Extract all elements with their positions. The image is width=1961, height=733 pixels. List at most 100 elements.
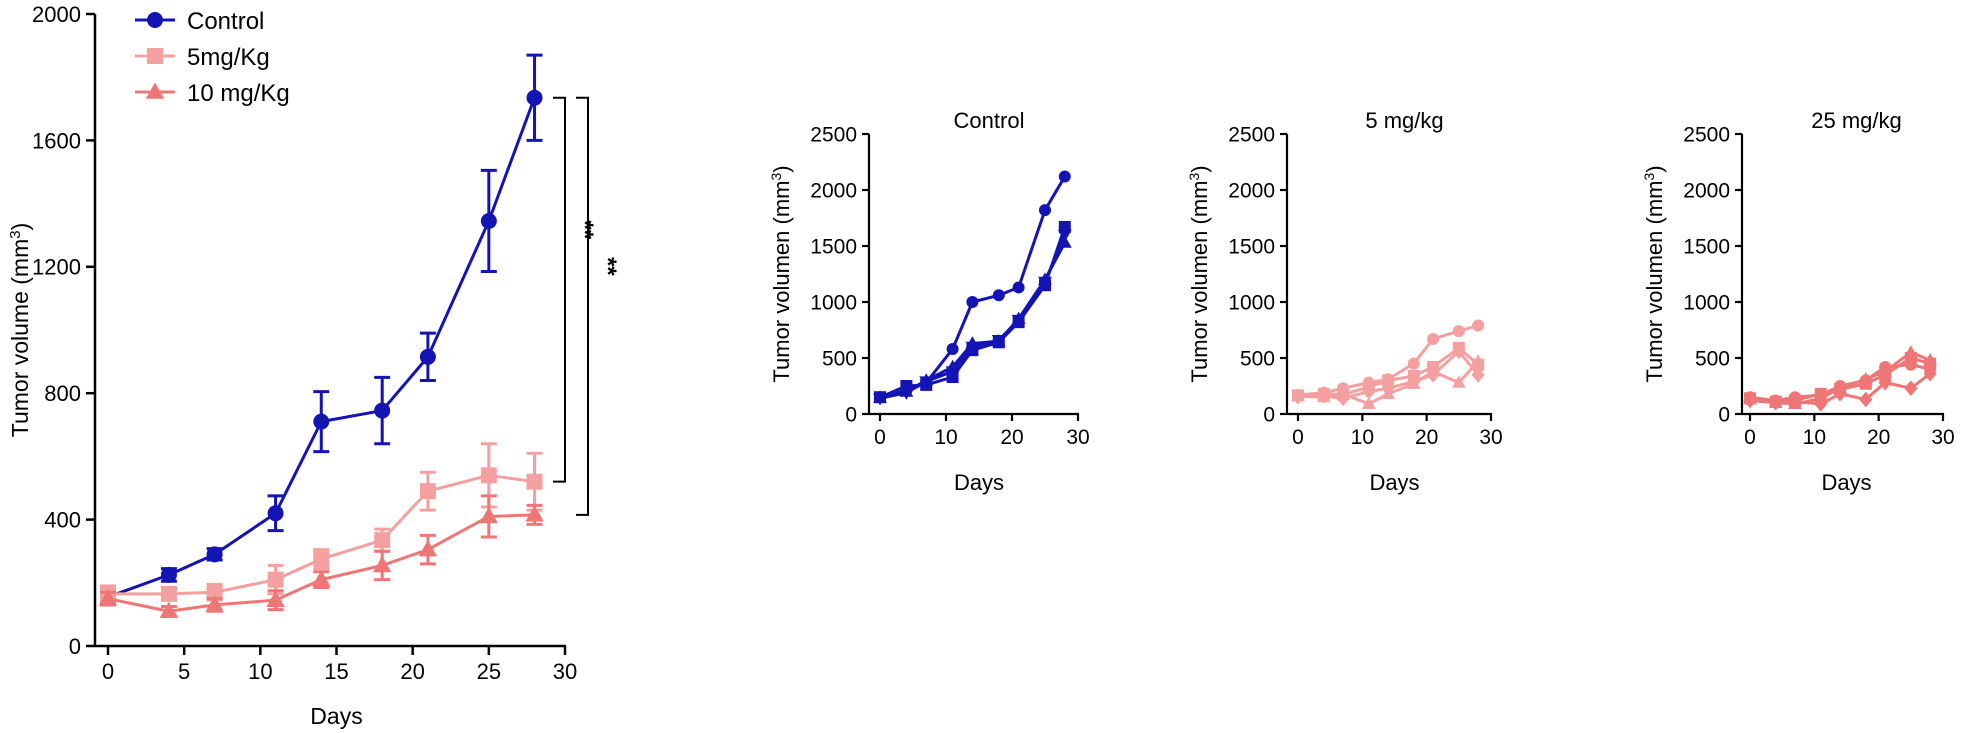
significance-bracket: ** — [576, 96, 621, 516]
data-point — [1038, 276, 1052, 290]
data-point — [267, 505, 284, 522]
x-tick-label: 20 — [400, 659, 424, 684]
x-tick-label: 20 — [1867, 426, 1890, 449]
y-tick-label: 1200 — [32, 255, 81, 280]
data-point — [479, 506, 499, 524]
y-tick-label: 1000 — [1683, 292, 1730, 315]
series-line — [879, 226, 1067, 399]
y-tick-label: 1500 — [1683, 236, 1730, 259]
x-tick-label: 0 — [874, 426, 886, 449]
series-line — [107, 97, 536, 599]
chart-panel-1: 0 500 1000 1500 2000 2500 0 10 20 30 Days Tumor vol… — [768, 108, 1090, 495]
legend-label: 10 mg/Kg — [187, 80, 290, 107]
x-tick-label: 0 — [1292, 426, 1304, 449]
y-tick-label: 2000 — [810, 180, 857, 203]
data-point — [1381, 380, 1395, 397]
data-point — [1923, 365, 1937, 382]
data-point — [1859, 391, 1873, 408]
x-tick-label: 10 — [248, 659, 272, 684]
data-point — [1057, 229, 1072, 242]
data-point — [374, 532, 391, 549]
y-tick-label: 1600 — [32, 128, 81, 153]
data-point — [1833, 386, 1847, 402]
series-3 — [873, 229, 1072, 406]
y-axis-label: Tumor volumen (mm3) — [768, 165, 794, 382]
significance-brackets: ** ** — [553, 96, 621, 516]
data-point — [1427, 332, 1440, 345]
y-tick-label: 500 — [822, 348, 857, 371]
data-point — [419, 348, 436, 365]
x-tick-label: 20 — [1415, 426, 1438, 449]
x-tick-label: 30 — [1479, 426, 1502, 449]
x-tick-label: 30 — [1931, 426, 1954, 449]
data-point — [919, 376, 934, 389]
data-point — [1407, 373, 1421, 390]
x-tick-label: 20 — [1000, 426, 1023, 449]
series-2 — [873, 235, 1072, 403]
legend-item: 10 mg/Kg — [135, 80, 290, 107]
y-tick-label: 1500 — [1228, 236, 1275, 259]
chart-panel-0: 0 400 800 1200 1600 2000 0 5 10 15 20 25 30 Days Tumor… — [7, 2, 578, 729]
data-point — [1923, 353, 1938, 366]
data-point — [206, 584, 223, 601]
data-point — [945, 366, 960, 379]
legend-swatch-marker — [147, 48, 163, 64]
data-point — [480, 467, 497, 484]
data-point — [1904, 380, 1918, 397]
chart-title: 25 mg/kg — [1811, 108, 1902, 133]
data-point — [313, 551, 330, 568]
chart-title: 5 mg/kg — [1365, 108, 1443, 133]
chart-panel-3: 0 500 1000 1500 2000 2500 0 10 20 30 Days Tumor vol… — [1641, 108, 1955, 495]
x-tick-label: 30 — [1066, 426, 1089, 449]
y-tick-label: 2500 — [810, 124, 857, 147]
legend-label: 5mg/Kg — [187, 44, 270, 71]
data-point — [374, 402, 391, 419]
y-tick-label: 1500 — [810, 236, 857, 259]
y-axis-label: Tumor volumen (mm3) — [1641, 165, 1667, 382]
series-line — [879, 234, 1067, 400]
data-point — [267, 571, 284, 588]
y-tick-label: 0 — [1718, 404, 1730, 427]
bracket-line — [553, 96, 566, 483]
data-point — [159, 601, 179, 619]
data-point — [991, 334, 1006, 348]
data-point — [1788, 393, 1802, 410]
series-0 — [100, 53, 543, 607]
data-point — [966, 296, 979, 308]
x-axis-label: Days — [1821, 470, 1871, 495]
data-point — [946, 343, 959, 356]
significance-bracket: ** — [553, 96, 598, 483]
bracket-line — [576, 96, 589, 516]
data-point — [1878, 374, 1892, 391]
data-point — [1426, 367, 1440, 383]
x-tick-label: 10 — [1351, 426, 1374, 449]
y-tick-label: 0 — [1263, 404, 1275, 427]
legend-label: Control — [187, 8, 264, 35]
data-point — [1814, 396, 1828, 412]
data-point — [873, 393, 887, 406]
data-point — [1361, 396, 1376, 410]
data-point — [526, 473, 543, 490]
legend-item: 5mg/Kg — [135, 44, 270, 71]
y-tick-label: 2000 — [32, 2, 81, 27]
data-point — [480, 212, 497, 229]
data-point — [525, 505, 544, 522]
data-point — [1451, 375, 1466, 388]
y-tick-label: 1000 — [810, 292, 857, 315]
data-point — [373, 555, 392, 573]
y-tick-label: 800 — [44, 381, 81, 406]
data-point — [1011, 314, 1026, 328]
data-point — [1291, 388, 1305, 405]
series-2 — [98, 494, 544, 619]
y-tick-label: 400 — [44, 508, 81, 533]
data-point — [1471, 354, 1486, 367]
data-point — [1452, 343, 1466, 360]
data-point — [992, 289, 1005, 302]
x-tick-label: 10 — [934, 426, 957, 449]
legend-item: Control — [135, 8, 264, 35]
y-tick-label: 2000 — [1683, 180, 1730, 203]
data-point — [206, 546, 223, 563]
y-tick-label: 500 — [1695, 348, 1730, 371]
data-point — [419, 483, 436, 500]
